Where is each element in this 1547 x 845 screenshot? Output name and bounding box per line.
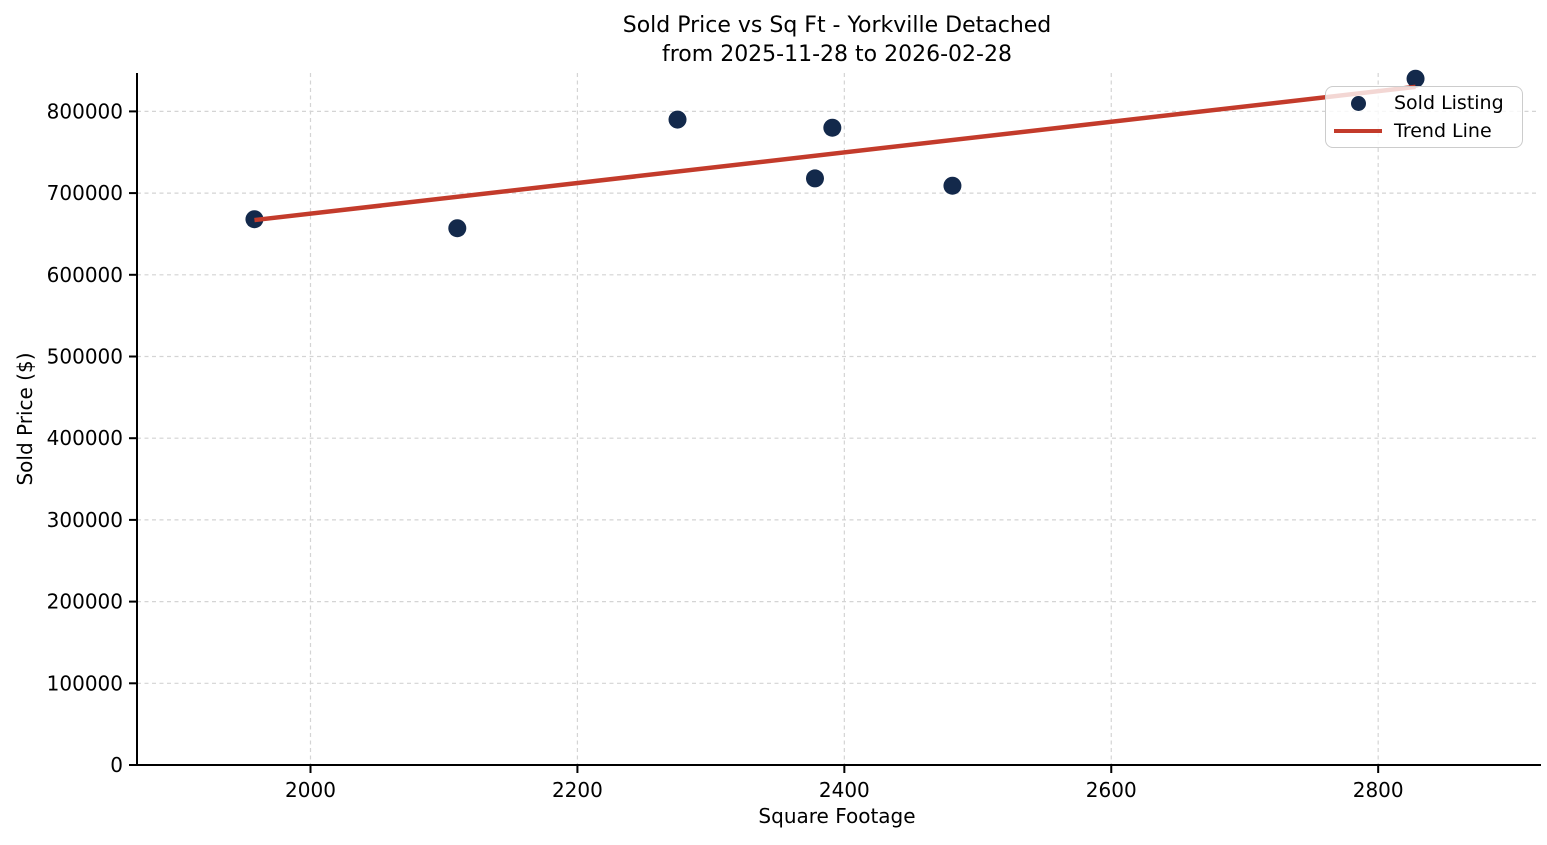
legend: Sold Listing Trend Line — [1325, 86, 1523, 148]
trend-line — [254, 84, 1416, 223]
legend-label-trend-line: Trend Line — [1394, 120, 1492, 142]
trend-line-marker-icon — [1334, 129, 1382, 133]
y-tick-label: 600000 — [47, 263, 123, 287]
legend-item-sold-listing: Sold Listing — [1330, 91, 1514, 115]
y-tick-label: 400000 — [47, 426, 123, 450]
y-tick-label: 100000 — [47, 671, 123, 695]
x-axis-label: Square Footage — [758, 804, 916, 828]
x-tick-label: 2400 — [819, 778, 870, 802]
x-tick-label: 2200 — [552, 778, 603, 802]
chart-title-line1: Sold Price vs Sq Ft - Yorkville Detached — [622, 13, 1052, 38]
scatter-point — [668, 110, 687, 129]
scatter-point — [823, 118, 842, 137]
sold-listing-marker-icon — [1350, 95, 1366, 111]
y-axis-label: Sold Price ($) — [13, 352, 37, 486]
y-tick-label: 800000 — [47, 99, 123, 123]
legend-marker-cell — [1330, 129, 1386, 133]
x-tick-label: 2600 — [1086, 778, 1137, 802]
legend-label-sold-listing: Sold Listing — [1394, 92, 1504, 114]
legend-item-trend-line: Trend Line — [1330, 119, 1514, 143]
y-tick-label: 500000 — [47, 344, 123, 368]
x-tick-label: 2800 — [1353, 778, 1404, 802]
y-tick-label: 300000 — [47, 508, 123, 532]
chart-title-line2: from 2025-11-28 to 2026-02-28 — [662, 42, 1012, 67]
x-tick-label: 2000 — [285, 778, 336, 802]
scatter-point — [1406, 69, 1425, 88]
y-tick-label: 200000 — [47, 590, 123, 614]
y-tick-label: 0 — [110, 753, 123, 777]
scatter-point — [943, 176, 962, 195]
scatter-point — [448, 219, 467, 238]
legend-marker-cell — [1330, 95, 1386, 111]
y-tick-label: 700000 — [47, 181, 123, 205]
scatter-point — [805, 169, 824, 188]
chart-title: Sold Price vs Sq Ft - Yorkville Detached… — [137, 11, 1537, 69]
